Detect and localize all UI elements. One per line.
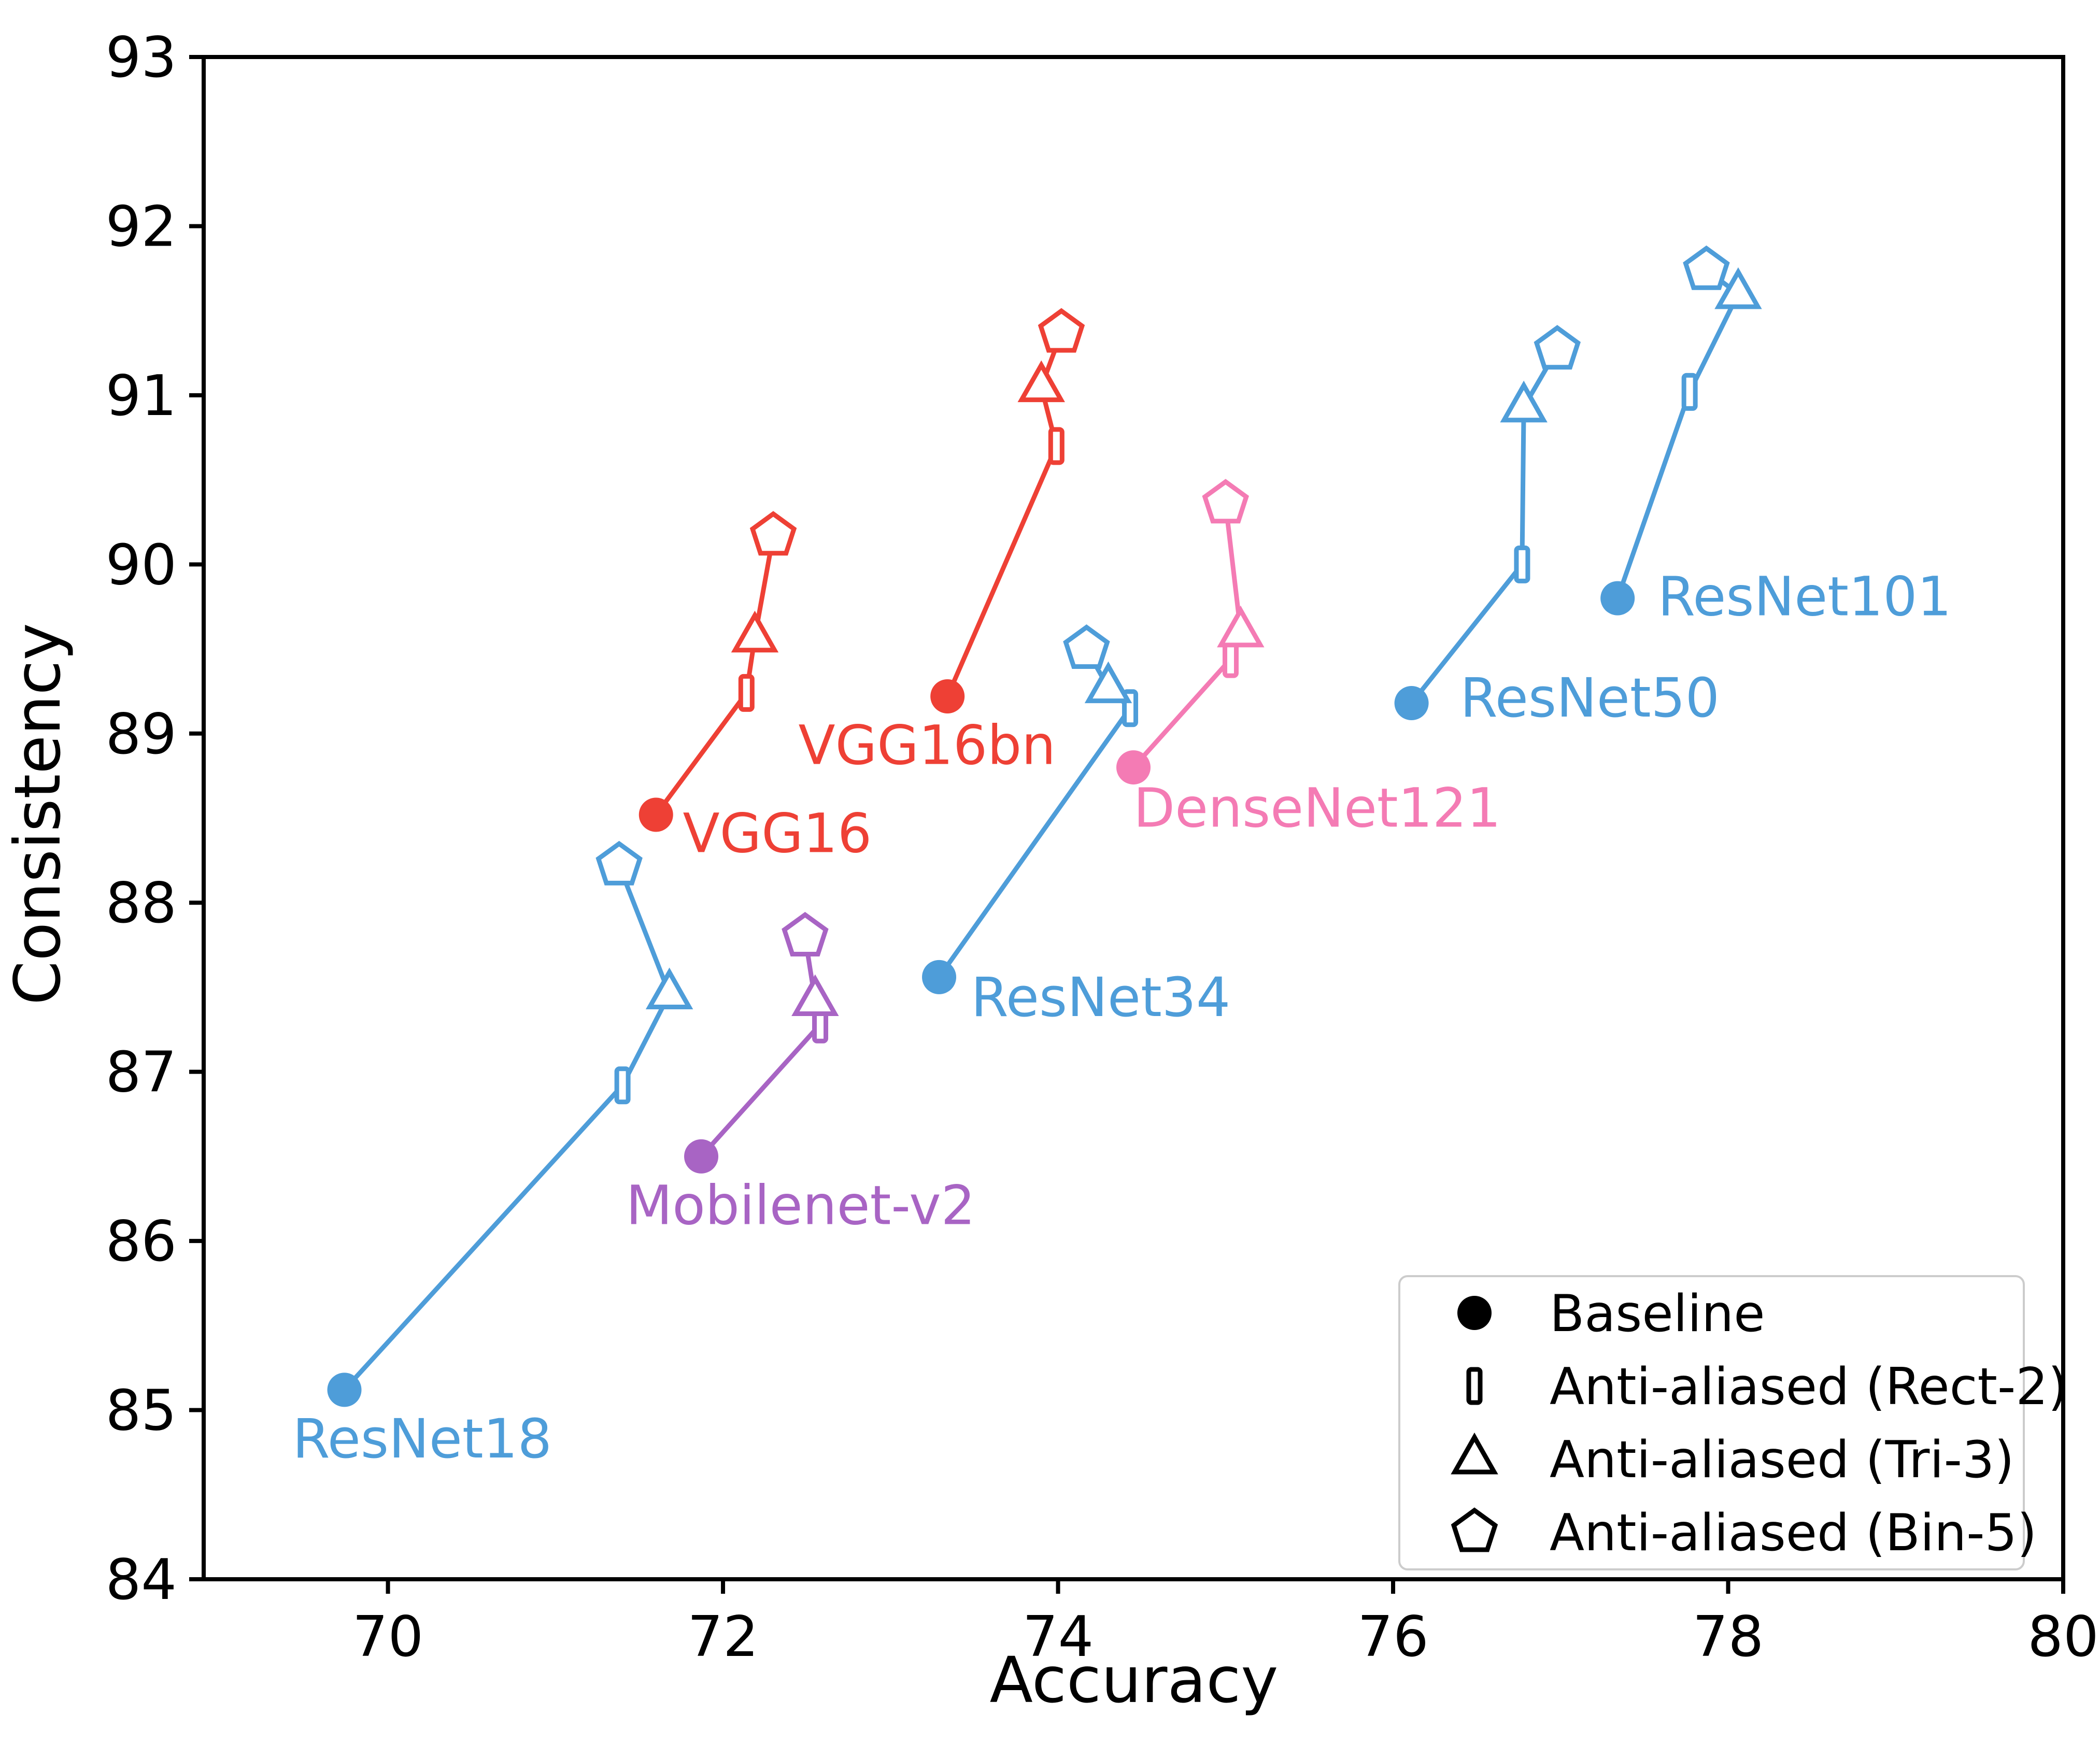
marker-triangle-Mobilenet-v2 (791, 974, 839, 1017)
marker-triangle-VGG16 (731, 610, 779, 653)
marker-triangle-ResNet101 (1714, 267, 1762, 309)
legend-label: Anti-aliased (Bin-5) (1550, 1504, 2037, 1563)
marker-triangle-ResNet18 (645, 967, 693, 1010)
marker-circle-VGG16bn (930, 679, 965, 713)
series-line-ResNet50 (1410, 348, 1559, 705)
marker-circle-ResNet18 (327, 1373, 362, 1407)
marker-rect-DenseNet121 (1222, 640, 1239, 678)
series-label-DenseNet121: DenseNet121 (1133, 776, 1501, 839)
x-axis-label: Accuracy (989, 1643, 1279, 1717)
marker-triangle-ResNet50 (1500, 380, 1548, 423)
marker-rect-VGG16 (738, 674, 755, 712)
marker-circle-DenseNet121 (1116, 750, 1151, 785)
x-tick-label: 80 (2027, 1605, 2098, 1669)
marker-triangle-VGG16bn (1017, 360, 1065, 403)
legend-label: Baseline (1550, 1284, 1765, 1343)
y-tick-label: 88 (106, 871, 177, 936)
series-line-ResNet101 (1615, 268, 1741, 599)
x-tick-label: 74 (1023, 1605, 1094, 1669)
marker-rect-ResNet50 (1514, 545, 1530, 583)
marker-pentagon-DenseNet121 (1202, 479, 1249, 524)
series-label-Mobilenet-v2: Mobilenet-v2 (626, 1174, 975, 1237)
x-tick-label: 70 (352, 1605, 423, 1669)
legend-label: Anti-aliased (Rect-2) (1550, 1357, 2068, 1417)
series-label-VGG16bn: VGG16bn (799, 714, 1056, 777)
marker-rect-ResNet101 (1681, 373, 1698, 411)
marker-triangle-ResNet34 (1084, 661, 1132, 704)
legend-marker-rect (1466, 1367, 1483, 1405)
y-tick-label: 86 (106, 1209, 177, 1274)
x-tick-label: 72 (687, 1605, 758, 1669)
legend-marker-pentagon (1451, 1507, 1498, 1552)
y-tick-label: 91 (106, 364, 177, 428)
y-axis-label: Consistency (1, 623, 75, 1005)
plot-frame (202, 55, 2065, 1581)
y-tick-label: 89 (106, 702, 177, 767)
marker-triangle-DenseNet121 (1217, 605, 1265, 648)
legend-label: Anti-aliased (Tri-3) (1550, 1431, 2014, 1490)
series-label-ResNet50: ResNet50 (1460, 666, 1720, 730)
marker-pentagon-VGG16bn (1038, 308, 1085, 353)
series-line-ResNet18 (343, 864, 672, 1392)
marker-circle-ResNet34 (922, 960, 957, 994)
series-label-VGG16: VGG16 (683, 802, 872, 865)
y-tick-label: 85 (106, 1379, 177, 1443)
marker-pentagon-VGG16 (749, 511, 797, 556)
legend-box (1398, 1275, 2025, 1570)
marker-circle-VGG16 (638, 797, 673, 832)
marker-rect-ResNet18 (614, 1066, 631, 1105)
y-tick-label: 93 (106, 25, 177, 90)
marker-pentagon-Mobilenet-v2 (782, 911, 829, 956)
series-line-Mobilenet-v2 (699, 936, 822, 1158)
marker-pentagon-ResNet18 (595, 840, 643, 885)
y-tick-label: 92 (106, 194, 177, 259)
legend-marker-circle (1457, 1296, 1492, 1330)
series-label-ResNet34: ResNet34 (971, 966, 1230, 1029)
marker-pentagon-ResNet101 (1683, 245, 1730, 290)
series-label-ResNet18: ResNet18 (292, 1407, 552, 1470)
y-tick-label: 90 (106, 533, 177, 597)
marker-pentagon-ResNet34 (1063, 624, 1110, 669)
y-tick-label: 84 (106, 1548, 177, 1612)
series-line-VGG16bn (945, 332, 1064, 697)
x-tick-label: 78 (1693, 1605, 1764, 1669)
legend-marker-triangle (1451, 1432, 1498, 1475)
marker-pentagon-ResNet50 (1534, 325, 1581, 370)
marker-rect-VGG16bn (1048, 427, 1065, 465)
series-line-VGG16 (654, 535, 776, 817)
marker-circle-ResNet101 (1600, 581, 1635, 616)
x-tick-label: 76 (1357, 1605, 1428, 1669)
marker-circle-Mobilenet-v2 (684, 1139, 719, 1174)
y-tick-label: 87 (106, 1040, 177, 1105)
series-label-ResNet101: ResNet101 (1658, 565, 1952, 628)
marker-circle-ResNet50 (1394, 686, 1429, 721)
